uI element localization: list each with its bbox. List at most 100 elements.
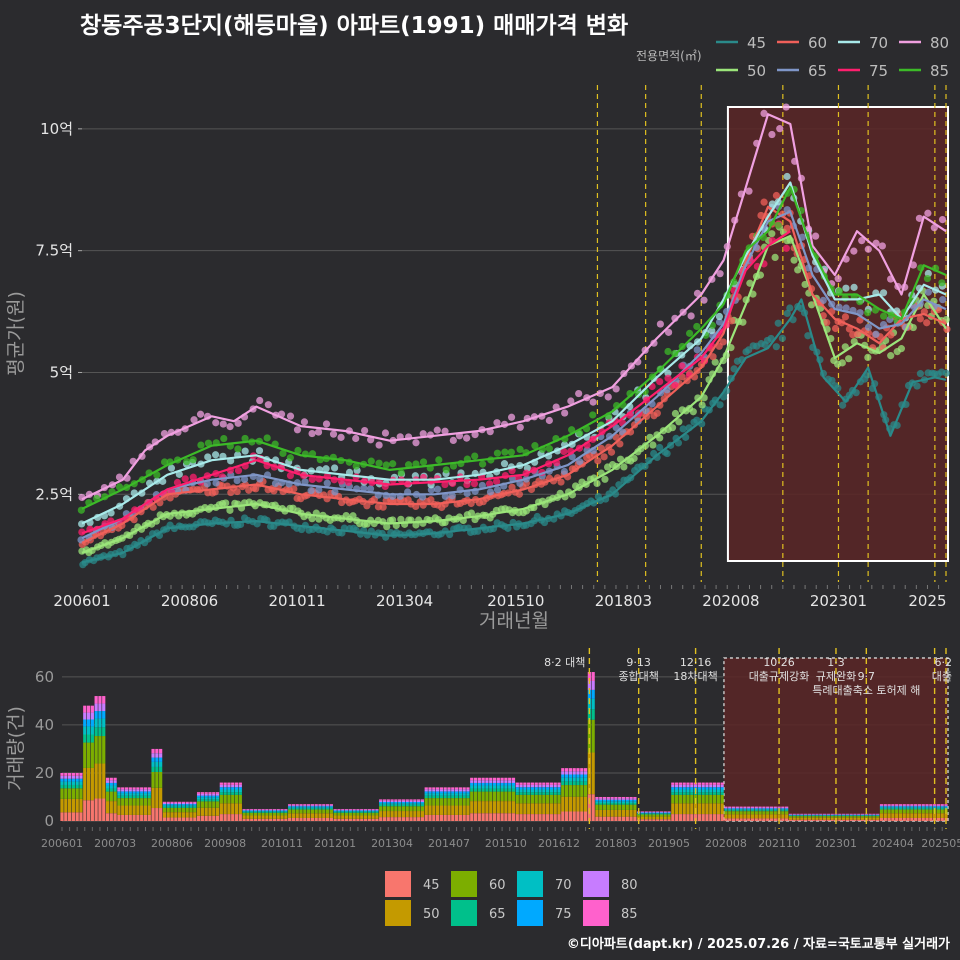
- volume-bar-85-2007-09: [136, 787, 140, 790]
- volume-bar-80-2023-02: [838, 814, 842, 815]
- volume-bar-75-2017-02: [564, 774, 569, 778]
- volume-bar-85-2024-05: [895, 804, 899, 806]
- price-point-50: [649, 441, 657, 449]
- volume-bar-70-2011-11: [325, 807, 330, 809]
- volume-bar-70-2015-03: [477, 785, 481, 789]
- volume-bar-70-2021-06: [762, 809, 766, 811]
- price-point-45: [786, 304, 794, 312]
- volume-bar-80-2022-04: [800, 814, 804, 815]
- volume-bar-45-2007-01: [105, 813, 110, 821]
- price-point-85: [160, 458, 169, 466]
- volume-bar-75-2025-05: [940, 806, 944, 808]
- price-point-85: [693, 322, 701, 331]
- price-point-85: [478, 460, 487, 468]
- volume-bar-75-2010-12: [284, 810, 288, 812]
- price-point-85: [938, 279, 946, 287]
- volume-bar-80-2019-03: [659, 811, 664, 813]
- volume-bar-70-2007-07: [128, 793, 132, 796]
- volume-bar-65-2025-02: [929, 808, 933, 810]
- volume-bar-80-2019-04: [663, 811, 667, 813]
- volume-bar-60-2009-05: [212, 801, 216, 808]
- volume-bar-80-2015-09: [500, 780, 504, 783]
- volume-bar-50-2022-03: [796, 817, 800, 820]
- volume-bar-85-2008-08: [178, 801, 182, 803]
- volume-bar-75-2023-09: [864, 814, 868, 816]
- volume-bar-50-2019-09: [682, 803, 686, 815]
- bar-legend-swatch-45: [385, 871, 411, 897]
- policy-annotation: 종합대책: [618, 670, 658, 683]
- volume-bar-60-2021-12: [785, 811, 789, 815]
- volume-bar-80-2010-07: [265, 809, 269, 811]
- legend-label-80: 80: [930, 34, 949, 52]
- volume-bar-45-2021-12: [785, 818, 789, 821]
- price-point-65: [448, 492, 456, 500]
- volume-bar-85-2009-01: [196, 792, 201, 794]
- volume-bar-65-2019-08: [678, 792, 683, 795]
- volume-bar-85-2006-06: [79, 772, 83, 776]
- volume-bar-70-2013-10: [413, 803, 417, 805]
- volume-bar-65-2011-01: [288, 808, 292, 810]
- volume-bar-85-2016-02: [519, 782, 523, 785]
- volume-bar-50-2009-01: [196, 807, 201, 816]
- volume-bar-45-2019-12: [693, 814, 698, 821]
- volume-bar-70-2025-01: [925, 807, 929, 809]
- volume-bar-45-2013-03: [386, 817, 390, 821]
- price-point-80: [493, 419, 501, 427]
- volume-bar-85-2016-01: [515, 782, 519, 785]
- price-point-80: [768, 130, 776, 139]
- volume-bar-85-2022-03: [796, 813, 800, 815]
- volume-bar-70-2007-10: [140, 793, 144, 796]
- volume-bar-80-2023-04: [845, 814, 849, 815]
- volume-bar-80-2012-05: [348, 809, 352, 811]
- volume-bar-70-2011-08: [314, 807, 318, 809]
- volume-bar-60-2018-12: [648, 814, 652, 817]
- volume-bar-45-2011-04: [299, 817, 303, 821]
- volume-bar-50-2019-02: [656, 816, 660, 820]
- volume-bar-80-2007-04: [117, 789, 121, 792]
- price-point-45: [804, 332, 812, 340]
- volume-bar-70-2011-06: [307, 807, 311, 809]
- volume-bar-65-2012-08: [360, 811, 364, 813]
- volume-bar-75-2006-09: [90, 719, 94, 727]
- volume-bar-50-2009-04: [208, 807, 212, 816]
- volume-bar-70-2011-01: [288, 807, 292, 809]
- volume-bar-80-2012-12: [375, 809, 379, 811]
- volume-bar-75-2024-12: [921, 806, 925, 808]
- volume-bar-45-2024-02: [883, 817, 887, 821]
- volume-bar-85-2017-10: [595, 796, 599, 799]
- volume-bar-60-2024-09: [910, 809, 914, 814]
- volume-bar-60-2018-07: [629, 804, 633, 810]
- volume-bar-75-2017-08: [587, 689, 591, 699]
- volume-bar-75-2021-07: [766, 808, 770, 810]
- price-point-70: [783, 172, 791, 181]
- volume-bar-60-2012-06: [352, 812, 356, 816]
- volume-bar-75-2012-10: [367, 810, 371, 812]
- volume-bar-45-2011-07: [310, 817, 315, 821]
- volume-bar-70-2024-08: [906, 807, 910, 809]
- bar-x-tick-label: 202008: [705, 837, 747, 850]
- volume-bar-80-2015-12: [511, 780, 516, 783]
- volume-bar-85-2010-08: [269, 808, 273, 810]
- volume-bar-80-2008-01: [151, 753, 155, 758]
- price-point-80: [264, 401, 272, 409]
- volume-bar-60-2023-04: [845, 816, 849, 818]
- volume-bar-60-2018-05: [621, 804, 626, 810]
- volume-bar-45-2018-12: [648, 819, 652, 821]
- volume-bar-50-2020-06: [716, 803, 720, 815]
- volume-bar-80-2017-03: [568, 771, 573, 775]
- volume-bar-50-2015-02: [473, 801, 478, 814]
- volume-bar-60-2013-07: [401, 806, 406, 812]
- volume-bar-60-2019-04: [663, 814, 667, 817]
- price-point-85: [419, 458, 428, 466]
- volume-bar-75-2022-03: [796, 814, 800, 816]
- volume-bar-80-2023-09: [864, 814, 868, 815]
- volume-bar-80-2016-09: [546, 784, 550, 788]
- volume-bar-60-2024-01: [879, 809, 884, 814]
- volume-bar-70-2016-03: [523, 789, 527, 793]
- bar-legend-swatch-75: [517, 900, 543, 926]
- volume-bar-65-2025-05: [940, 808, 944, 810]
- volume-bar-85-2010-06: [261, 808, 265, 810]
- volume-bar-85-2020-06: [716, 782, 720, 785]
- volume-bar-70-2016-12: [557, 789, 561, 793]
- volume-bar-75-2018-07: [629, 799, 633, 802]
